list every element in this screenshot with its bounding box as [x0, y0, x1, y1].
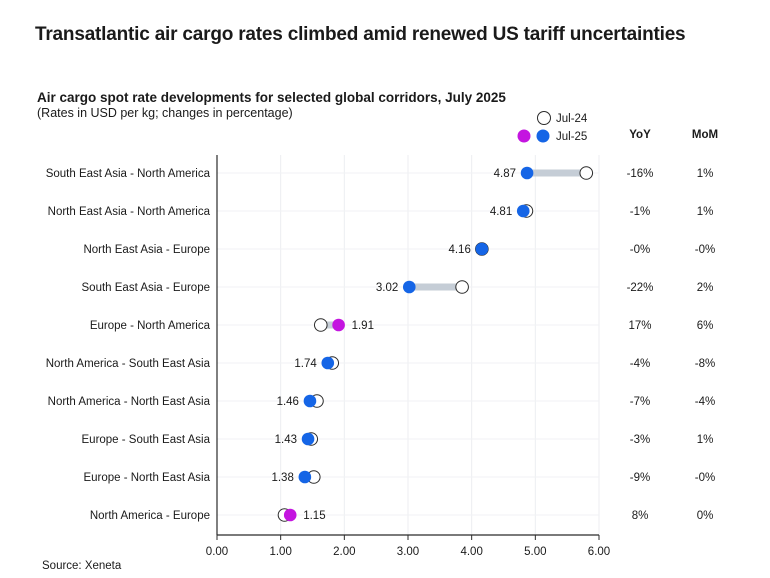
category-label: South East Asia - North America: [46, 168, 211, 180]
legend-marker-highlight: [517, 129, 531, 143]
corridor-row: Europe - North East Asia 1.38 -9% -0%: [83, 470, 715, 484]
yoy-value: 17%: [628, 320, 651, 332]
grid-layer: [217, 155, 600, 535]
x-tick-label: 4.00: [460, 546, 482, 558]
mom-value: -8%: [695, 358, 715, 370]
mom-value: 1%: [697, 434, 714, 446]
mom-value: -0%: [695, 472, 715, 484]
point-jul25: [303, 394, 317, 408]
mom-column-header: MoM: [692, 129, 718, 141]
legend: Jul-24 Jul-25: [517, 111, 588, 143]
category-label: North East Asia - North America: [48, 206, 211, 218]
legend-marker-jul24: [537, 111, 551, 125]
x-tick-label: 5.00: [524, 546, 546, 558]
mom-value: 2%: [697, 282, 714, 294]
value-label: 4.87: [494, 168, 516, 180]
value-label: 1.38: [271, 472, 293, 484]
point-jul24: [579, 166, 594, 180]
value-label: 1.91: [352, 320, 374, 332]
mom-value: 1%: [697, 206, 714, 218]
yoy-value: -22%: [627, 282, 654, 294]
legend-label-jul24: Jul-24: [556, 113, 588, 125]
x-tick-label: 6.00: [588, 546, 610, 558]
yoy-value: -9%: [630, 472, 650, 484]
yoy-value: -0%: [630, 244, 650, 256]
mom-value: 6%: [697, 320, 714, 332]
x-tick-label: 3.00: [397, 546, 419, 558]
point-jul24: [313, 318, 328, 332]
yoy-value: -1%: [630, 206, 650, 218]
headline: Transatlantic air cargo rates climbed am…: [35, 24, 686, 45]
point-jul25: [516, 204, 530, 218]
point-jul25: [402, 280, 416, 294]
yoy-column-header: YoY: [629, 129, 651, 141]
category-label: North America - North East Asia: [48, 396, 211, 408]
category-label: North East Asia - Europe: [83, 244, 210, 256]
point-jul25: [520, 166, 534, 180]
yoy-value: 8%: [632, 510, 649, 522]
chart-subtitle: (Rates in USD per kg; changes in percent…: [37, 106, 293, 120]
yoy-value: -4%: [630, 358, 650, 370]
axis-layer: 0.00 1.00 2.00 3.00 4.00 5.00 6.00: [206, 155, 610, 558]
corridor-row: North America - North East Asia 1.46 -7% -4…: [48, 394, 715, 408]
point-jul25: [298, 470, 312, 484]
yoy-value: -3%: [630, 434, 650, 446]
point-jul25: [475, 242, 489, 256]
mom-value: -0%: [695, 244, 715, 256]
category-label: Europe - North America: [90, 320, 211, 332]
x-tick-label: 2.00: [333, 546, 355, 558]
corridor-row: Europe - South East Asia 1.43 -3% 1%: [82, 432, 714, 446]
value-label: 4.16: [448, 244, 470, 256]
yoy-value: -7%: [630, 396, 650, 408]
point-jul25: [283, 508, 297, 522]
point-jul25: [332, 318, 345, 332]
value-label: 1.43: [275, 434, 297, 446]
value-label: 1.74: [294, 358, 317, 370]
value-label: 3.02: [376, 282, 398, 294]
corridor-row: South East Asia - North America 4.87 -16% 1…: [46, 166, 714, 180]
legend-label-jul25: Jul-25: [556, 131, 587, 143]
category-label: Europe - South East Asia: [82, 434, 211, 446]
category-label: Europe - North East Asia: [83, 472, 210, 484]
chart-title: Air cargo spot rate developments for sel…: [37, 90, 506, 105]
x-tick-label: 1.00: [269, 546, 291, 558]
point-jul25: [301, 432, 315, 446]
legend-marker-jul25: [536, 129, 550, 143]
category-label: North America - South East Asia: [46, 358, 211, 370]
rows-layer: South East Asia - North America 4.87 -16% 1…: [46, 166, 715, 522]
value-label: 1.15: [303, 510, 325, 522]
point-jul25: [321, 356, 335, 370]
corridor-row: North America - Europe 1.15 8% 0%: [90, 508, 714, 522]
mom-value: 0%: [697, 510, 714, 522]
corridor-row: North East Asia - Europe 4.16 -0% -0%: [83, 242, 715, 256]
category-label: North America - Europe: [90, 510, 210, 522]
yoy-value: -16%: [627, 168, 654, 180]
value-label: 1.46: [277, 396, 299, 408]
corridor-row: North America - South East Asia 1.74 -4% -8…: [46, 356, 715, 370]
value-label: 4.81: [490, 206, 512, 218]
mom-value: 1%: [697, 168, 714, 180]
mom-value: -4%: [695, 396, 715, 408]
corridor-row: South East Asia - Europe 3.02 -22% 2%: [82, 280, 714, 294]
corridor-row: North East Asia - North America 4.81 -1% 1%: [48, 204, 714, 218]
point-jul24: [455, 280, 469, 294]
category-label: South East Asia - Europe: [82, 282, 211, 294]
source-note: Source: Xeneta: [42, 560, 122, 572]
x-tick-label: 0.00: [206, 546, 228, 558]
corridor-row: Europe - North America 1.91 17% 6%: [90, 318, 714, 332]
